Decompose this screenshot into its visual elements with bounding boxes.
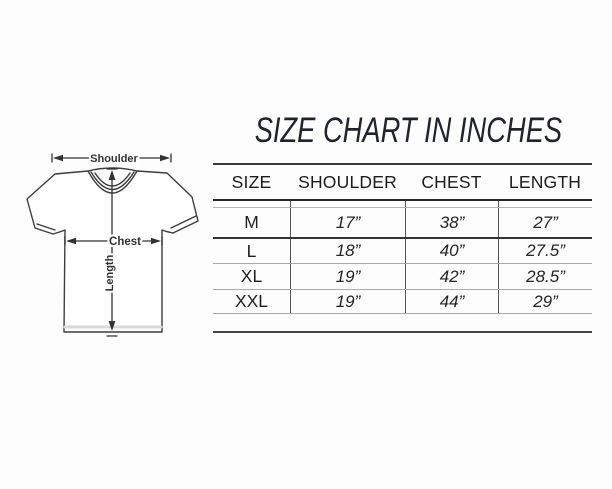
bottom-divider: [213, 331, 592, 333]
table-row-m: M 17” 38” 27”: [213, 208, 592, 239]
column-header-size: SIZE: [231, 171, 272, 192]
tshirt-measurement-diagram: Shoulder Chest Length: [26, 151, 199, 337]
shoulder-value-cell: 17”: [290, 208, 405, 237]
column-header-chest: CHEST: [421, 171, 482, 192]
length-value-cell: 27”: [498, 208, 592, 237]
size-chart-panel: SIZE CHART IN INCHES SIZE SHOULDER CHEST…: [213, 112, 592, 333]
spacer-row: [213, 201, 592, 208]
collar-back-line: [87, 167, 138, 172]
size-cell: M: [244, 212, 259, 232]
shoulder-value-cell: 19”: [290, 290, 405, 313]
chest-value-cell: 40”: [405, 239, 498, 263]
chest-value-cell: 44”: [405, 290, 498, 313]
top-divider: [213, 163, 592, 165]
length-measure-arrow: [106, 168, 118, 337]
column-header-shoulder: SHOULDER: [298, 171, 397, 192]
chest-value-cell: 42”: [405, 264, 498, 289]
table-row-l: L 18” 40” 27.5”: [213, 239, 592, 264]
shoulder-value-cell: 19”: [290, 264, 405, 289]
left-cuff-line: [36, 223, 56, 231]
chest-label: Chest: [109, 236, 141, 248]
length-value-cell: 27.5”: [498, 239, 592, 263]
page-title: SIZE CHART IN INCHES: [254, 111, 563, 150]
length-value-cell: 29”: [498, 290, 592, 313]
chest-measure-arrow: [64, 236, 163, 246]
header-divider: [213, 199, 592, 201]
table-row-xxl: XXL 19” 44” 29”: [213, 290, 592, 314]
size-cell: L: [246, 240, 257, 261]
size-cell: XXL: [234, 291, 269, 311]
size-cell: XL: [240, 266, 263, 286]
table-body: M 17” 38” 27” L 18” 40” 27.5” XL 19” 42”…: [213, 201, 592, 314]
shoulder-label: Shoulder: [90, 153, 138, 165]
shoulder-value-cell: 18”: [290, 239, 405, 263]
chest-value-cell: 38”: [405, 208, 498, 237]
column-header-length: LENGTH: [508, 171, 582, 192]
right-cuff-line: [170, 215, 197, 229]
table-header-row: SIZE SHOULDER CHEST LENGTH: [213, 165, 592, 199]
shoulder-measure-arrow: [51, 153, 172, 163]
table-row-xl: XL 19” 42” 28.5”: [213, 264, 592, 290]
length-label: Length: [104, 254, 116, 291]
length-value-cell: 28.5”: [498, 264, 592, 289]
